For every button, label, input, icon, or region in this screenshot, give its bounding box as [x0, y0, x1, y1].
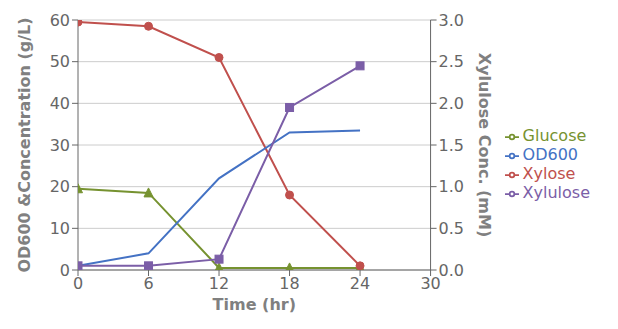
svg-text:1.0: 1.0: [439, 177, 464, 196]
html-text:Xylose: Xylose: [522, 164, 576, 183]
svg-text:2.0: 2.0: [439, 94, 464, 113]
svg-text:0.0: 0.0: [439, 261, 464, 280]
svg-text:0: 0: [73, 274, 83, 293]
svg-text:12: 12: [209, 274, 229, 293]
svg-text:2.5: 2.5: [439, 52, 464, 71]
svg-text:50: 50: [50, 52, 70, 71]
svg-text:0: 0: [60, 261, 70, 280]
svg-text:10: 10: [50, 219, 70, 238]
svg-text:6: 6: [143, 274, 153, 293]
svg-text:Xylulose Conc. (mM): Xylulose Conc. (mM): [475, 53, 494, 238]
svg-text:20: 20: [50, 177, 70, 196]
svg-text:Time (hr): Time (hr): [213, 295, 296, 314]
svg-text:0.5: 0.5: [439, 219, 464, 238]
svg-text:60: 60: [50, 11, 70, 30]
html-text:OD600: OD600: [522, 145, 578, 164]
svg-text:30: 30: [420, 274, 441, 294]
svg-text:24: 24: [350, 274, 370, 293]
svg-text:40: 40: [50, 94, 70, 113]
svg-text:3.0: 3.0: [439, 11, 464, 30]
html-text:Glucose: Glucose: [522, 126, 587, 145]
html-text:Xylulose: Xylulose: [522, 183, 590, 202]
svg-text:18: 18: [279, 274, 299, 293]
svg-text:30: 30: [50, 136, 70, 155]
svg-text:1.5: 1.5: [439, 136, 464, 155]
svg-text:OD600 &Concentration (g/L): OD600 &Concentration (g/L): [15, 17, 34, 272]
